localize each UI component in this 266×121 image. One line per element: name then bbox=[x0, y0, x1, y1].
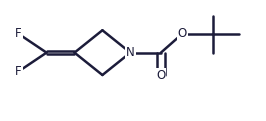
Text: F: F bbox=[15, 65, 22, 78]
Text: N: N bbox=[126, 46, 135, 59]
Text: O: O bbox=[156, 68, 165, 82]
Text: F: F bbox=[15, 27, 22, 40]
Text: O: O bbox=[178, 27, 187, 40]
